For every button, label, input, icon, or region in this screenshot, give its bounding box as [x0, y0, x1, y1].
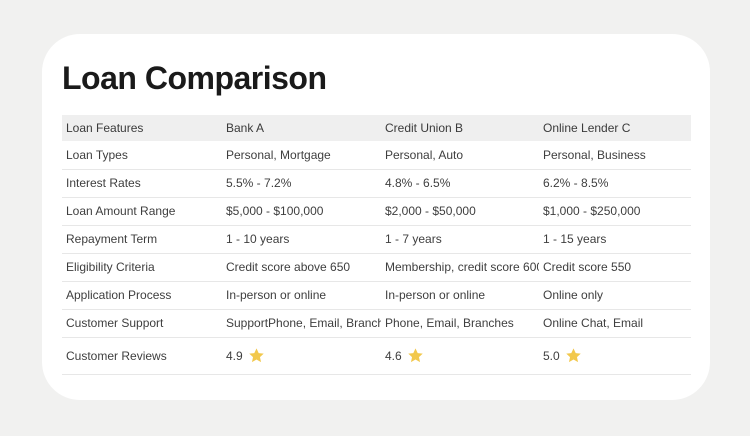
table-cell: 4.9 — [222, 337, 381, 375]
table-cell: Credit score 550 — [539, 253, 691, 282]
rating-bank-a: 4.9 — [226, 347, 265, 364]
table-cell: In-person or online — [381, 281, 539, 310]
feature-label: Customer Reviews — [62, 337, 222, 375]
table-cell: Online only — [539, 281, 691, 310]
feature-label: Application Process — [62, 281, 222, 310]
table-cell: 4.8% - 6.5% — [381, 169, 539, 198]
table-cell: In-person or online — [222, 281, 381, 310]
page-title: Loan Comparison — [62, 60, 327, 96]
star-icon — [407, 348, 423, 363]
star-icon — [248, 348, 264, 363]
feature-label: Eligibility Criteria — [62, 253, 222, 282]
table-cell: 6.2% - 8.5% — [539, 169, 691, 198]
table-cell: Personal, Auto — [381, 141, 539, 170]
table-row-customer-support: Customer Support SupportPhone, Email, Br… — [62, 309, 691, 338]
table-cell: $1,000 - $250,000 — [539, 197, 691, 226]
table-cell: Online Chat, Email — [539, 309, 691, 338]
column-header-credit-union-b: Credit Union B — [381, 115, 539, 141]
loan-comparison-card: Loan Comparison Loan Features Bank A Cre… — [42, 34, 710, 400]
table-cell: 5.5% - 7.2% — [222, 169, 381, 198]
table-cell: Membership, credit score 600 — [381, 253, 539, 282]
table-row-customer-reviews: Customer Reviews 4.9 4.6 — [62, 337, 691, 375]
table-row-repayment-term: Repayment Term 1 - 10 years 1 - 7 years … — [62, 225, 691, 254]
table-cell: $2,000 - $50,000 — [381, 197, 539, 226]
table-cell: Credit score above 650 — [222, 253, 381, 282]
table-cell: 5.0 — [539, 337, 691, 375]
table-cell: 1 - 7 years — [381, 225, 539, 254]
table-cell: Personal, Business — [539, 141, 691, 170]
column-header-bank-a: Bank A — [222, 115, 381, 141]
rating-value: 4.6 — [385, 348, 402, 363]
table-row-eligibility-criteria: Eligibility Criteria Credit score above … — [62, 253, 691, 282]
table-row-loan-types: Loan Types Personal, Mortgage Personal, … — [62, 141, 691, 170]
rating-credit-union-b: 4.6 — [385, 347, 424, 364]
feature-label: Interest Rates — [62, 169, 222, 198]
rating-value: 4.9 — [226, 348, 243, 363]
feature-label: Repayment Term — [62, 225, 222, 254]
table-cell: 1 - 10 years — [222, 225, 381, 254]
feature-label: Customer Support — [62, 309, 222, 338]
table-row-application-process: Application Process In-person or online … — [62, 281, 691, 310]
column-header-loan-features: Loan Features — [62, 115, 222, 141]
table-cell: $5,000 - $100,000 — [222, 197, 381, 226]
feature-label: Loan Types — [62, 141, 222, 170]
column-header-online-lender-c: Online Lender C — [539, 115, 691, 141]
feature-label: Loan Amount Range — [62, 197, 222, 226]
table-cell: 4.6 — [381, 337, 539, 375]
table-cell: Personal, Mortgage — [222, 141, 381, 170]
table-row-loan-amount-range: Loan Amount Range $5,000 - $100,000 $2,0… — [62, 197, 691, 226]
table-header-row: Loan Features Bank A Credit Union B Onli… — [62, 115, 691, 141]
table-row-interest-rates: Interest Rates 5.5% - 7.2% 4.8% - 6.5% 6… — [62, 169, 691, 198]
table-cell: 1 - 15 years — [539, 225, 691, 254]
table-cell: Phone, Email, Branches — [381, 309, 539, 338]
table-cell: SupportPhone, Email, Branches — [222, 309, 381, 338]
rating-online-lender-c: 5.0 — [543, 347, 582, 364]
loan-comparison-table: Loan Features Bank A Credit Union B Onli… — [62, 115, 691, 375]
star-icon — [565, 348, 581, 363]
rating-value: 5.0 — [543, 348, 560, 363]
table-header: Loan Features Bank A Credit Union B Onli… — [62, 115, 691, 141]
